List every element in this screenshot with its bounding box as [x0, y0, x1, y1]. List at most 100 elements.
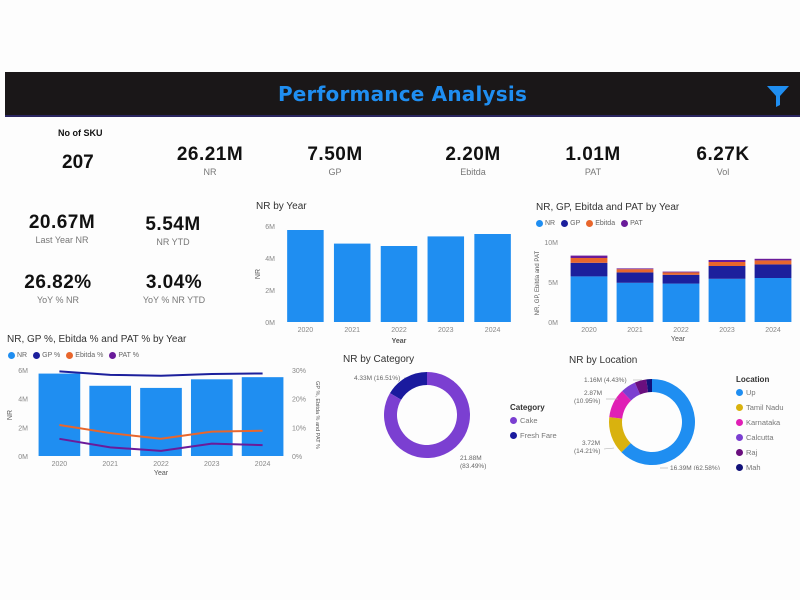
- donut-slice: [384, 372, 470, 458]
- y2-tick-label: 20%: [292, 397, 306, 404]
- bar-segment-ebitda: [616, 269, 654, 273]
- legend-label: GP %: [42, 352, 61, 359]
- legend-item[interactable]: Tamil Nadu: [736, 403, 784, 412]
- data-label: (14.21%): [574, 448, 600, 455]
- combo-chart: 0M 2M 4M 6M 0% 10% 20% 30% NR GP %, Ebitda % and …: [7, 368, 320, 477]
- bar-segment-gp: [616, 272, 654, 283]
- category-legend: Category Cake Fresh Fare: [510, 403, 557, 446]
- legend-item[interactable]: PAT: [621, 220, 643, 227]
- chart-title-nr-by-year: NR by Year: [256, 201, 307, 212]
- bar: [287, 230, 324, 322]
- legend-item[interactable]: Raj: [736, 448, 784, 457]
- bar-segment-ebitda: [754, 260, 792, 265]
- legend-item[interactable]: GP: [561, 220, 580, 227]
- funnel-icon[interactable]: [766, 84, 790, 108]
- legend-item[interactable]: Karnataka: [736, 418, 784, 427]
- legend-item[interactable]: Ebitda %: [66, 352, 103, 359]
- donut-slice: [622, 382, 641, 401]
- y2-tick-label: 0%: [292, 454, 302, 461]
- x-tick-label: 2022: [391, 327, 407, 334]
- legend-label: PAT: [630, 220, 643, 227]
- bar-segment-pat: [570, 255, 608, 258]
- x-tick-label: 2020: [298, 327, 314, 334]
- legend-label: Up: [746, 388, 756, 397]
- bar: [427, 236, 465, 322]
- kpi-nr-ytd: 5.54M NR YTD: [128, 214, 218, 247]
- category-donut: 4.33M (16.51%) 21.88M(83.49%): [354, 372, 486, 470]
- legend-dot-icon: [33, 352, 41, 359]
- bar: [38, 373, 81, 456]
- legend-item[interactable]: Cake: [510, 416, 557, 425]
- kpi-label: GP: [328, 167, 342, 177]
- kpi-label: PAT: [584, 167, 602, 177]
- legend-item[interactable]: PAT %: [109, 352, 139, 359]
- x-tick-label: 2021: [344, 327, 360, 334]
- bar-segment-nr: [754, 278, 792, 322]
- legend-dot-icon: [736, 419, 743, 426]
- y2-tick-label: 30%: [292, 368, 306, 375]
- location-legend: Location Up Tamil Nadu Karnataka Calcutta Raj…: [736, 375, 784, 478]
- legend-item[interactable]: Mah: [736, 463, 784, 472]
- legend-label: Raj: [746, 448, 758, 457]
- y-tick-label: 10M: [544, 240, 558, 247]
- data-label: 21.88M: [460, 455, 482, 462]
- kpi-nr: 26.21M NR: [160, 144, 260, 177]
- x-tick-label: 2024: [485, 327, 501, 334]
- legend-item[interactable]: Up: [736, 388, 784, 397]
- legend-dot-icon: [510, 417, 517, 424]
- x-tick-label: 2024: [765, 327, 781, 334]
- x-tick-label: 2022: [153, 461, 169, 468]
- bar-segment-pat: [662, 271, 700, 273]
- x-tick-label: 2024: [255, 461, 271, 468]
- chart-title-location: NR by Location: [569, 355, 638, 366]
- chart-title-category: NR by Category: [343, 354, 415, 365]
- bar-segment-pat: [754, 258, 792, 261]
- bar-segment-pat: [708, 260, 746, 262]
- legend-label: NR: [545, 220, 556, 227]
- donut-slice: [389, 372, 427, 400]
- y2-axis-label: GP %, Ebitda % and PAT %: [314, 381, 320, 449]
- kpi-last-year-nr: 20.67M Last Year NR: [12, 212, 112, 245]
- legend-item[interactable]: Calcutta: [736, 433, 784, 442]
- sku-value: 207: [62, 152, 94, 173]
- line-gp: [59, 370, 263, 377]
- y-tick-label: 6M: [18, 368, 28, 375]
- x-axis-label: Year: [154, 470, 169, 477]
- bar-segment-ebitda: [662, 272, 700, 275]
- donut-slice: [634, 379, 649, 395]
- legend-dot-icon: [736, 434, 743, 441]
- legend-label: Tamil Nadu: [746, 403, 784, 412]
- donut-slice: [609, 391, 632, 419]
- line-ebitda: [59, 424, 263, 440]
- y2-tick-label: 10%: [292, 425, 306, 432]
- legend-item[interactable]: NR: [536, 220, 555, 227]
- legend-item[interactable]: GP %: [33, 352, 60, 359]
- data-label: (10.95%): [574, 398, 600, 405]
- legend-dot-icon: [109, 352, 117, 359]
- bar: [474, 234, 511, 322]
- kpi-value: 7.50M: [307, 144, 363, 165]
- legend-dot-icon: [561, 220, 569, 227]
- x-tick-label: 2021: [102, 461, 118, 468]
- x-tick-label: 2022: [673, 327, 689, 334]
- leader-line: [603, 447, 615, 450]
- legend-label: Ebitda: [595, 220, 616, 227]
- kpi-value: 26.21M: [176, 144, 244, 165]
- y-tick-label: 0M: [18, 454, 28, 461]
- donut-slice: [609, 417, 631, 453]
- legend-item[interactable]: Ebitda: [586, 220, 615, 227]
- legend-dot-icon: [736, 449, 743, 456]
- legend-item[interactable]: NR: [8, 352, 27, 359]
- kpi-gp: 7.50M GP: [290, 144, 380, 177]
- y-tick-label: 5M: [548, 280, 558, 287]
- donut-slice: [646, 379, 652, 393]
- bar-segment-ebitda: [708, 262, 746, 266]
- data-label: 16.39M (62.58%): [670, 465, 720, 470]
- y-tick-label: 0M: [265, 320, 275, 327]
- kpi-label: YoY % NR YTD: [142, 295, 206, 305]
- bar-segment-gp: [754, 264, 792, 278]
- x-tick-label: 2021: [627, 327, 643, 334]
- kpi-label: Vol: [716, 167, 730, 177]
- legend-label: GP: [570, 220, 581, 227]
- legend-item[interactable]: Fresh Fare: [510, 431, 557, 440]
